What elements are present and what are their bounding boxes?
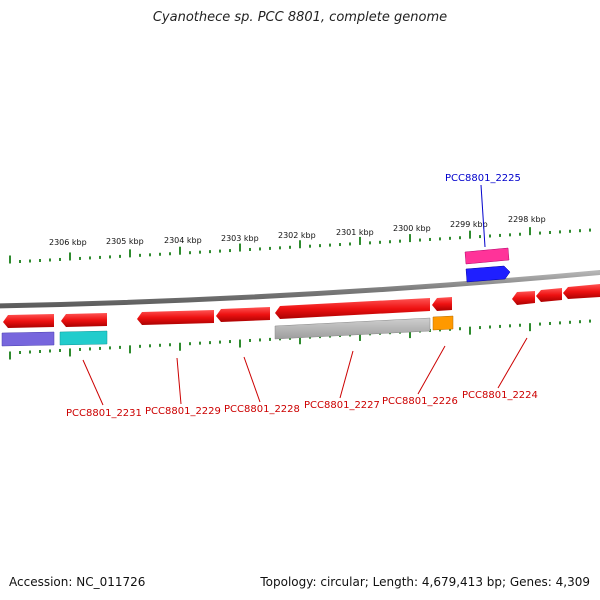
gene-arrow-2226[interactable] (432, 297, 452, 311)
leader-2231 (82, 359, 104, 406)
lower-genes (1, 315, 454, 347)
genome-backbone (0, 269, 600, 309)
upper-scale-ruler (9, 227, 591, 264)
leader-2226 (417, 345, 446, 395)
leader-lines (82, 184, 528, 406)
upper-genes (464, 247, 511, 283)
gene-label-2226[interactable]: PCC8801_2226 (382, 396, 458, 407)
scale-label: 2299 kbp (450, 220, 488, 229)
gene-labels: PCC8801_2231 PCC8801_2229 PCC8801_2228 P… (66, 173, 538, 419)
leader-2227 (339, 350, 354, 399)
map-title: Cyanothece sp. PCC 8801, complete genome (152, 10, 448, 25)
gene-arrow-blue[interactable] (465, 265, 511, 283)
gene-feature-orange[interactable] (432, 315, 454, 331)
gene-feature-cyan[interactable] (59, 330, 108, 346)
gene-feature-gray[interactable] (274, 317, 431, 340)
gene-arrow-2224b[interactable] (536, 288, 562, 302)
scale-label: 2301 kbp (336, 228, 374, 237)
scale-label: 2302 kbp (278, 231, 316, 240)
leader-2228 (243, 356, 261, 403)
gene-label-2229[interactable]: PCC8801_2229 (145, 406, 221, 417)
gene-arrow-2227[interactable] (275, 298, 430, 319)
gene-feature-purple[interactable] (1, 331, 55, 347)
scale-label: 2303 kbp (221, 234, 259, 243)
scale-label: 2305 kbp (106, 237, 144, 246)
gene-label-2228[interactable]: PCC8801_2228 (224, 404, 300, 415)
gene-arrow-2228[interactable] (216, 307, 270, 322)
gene-label-2224[interactable]: PCC8801_2224 (462, 390, 538, 401)
gene-label-2227[interactable]: PCC8801_2227 (304, 400, 380, 411)
gene-arrow-2224a[interactable] (512, 291, 535, 305)
gene-arrow-2230[interactable] (61, 313, 107, 327)
leader-2224 (497, 337, 528, 389)
leader-2225 (480, 184, 486, 248)
scale-labels: 2306 kbp 2305 kbp 2304 kbp 2303 kbp 2302 kbp… (49, 215, 546, 247)
backbone-genes (3, 284, 600, 328)
scale-label: 2300 kbp (393, 224, 431, 233)
leader-2229 (176, 357, 182, 405)
gene-arrow-2231[interactable] (3, 314, 54, 328)
scale-label: 2304 kbp (164, 236, 202, 245)
gene-arrow-2229[interactable] (137, 310, 214, 325)
gene-label-2225[interactable]: PCC8801_2225 (445, 173, 521, 184)
scale-label: 2306 kbp (49, 238, 87, 247)
gene-arrow-2224c[interactable] (563, 284, 600, 299)
topology-text: Topology: circular; Length: 4,679,413 bp… (260, 575, 590, 589)
gene-feature-2225-pink[interactable] (464, 247, 510, 265)
scale-label: 2298 kbp (508, 215, 546, 224)
accession-text: Accession: NC_011726 (9, 575, 146, 589)
gene-label-2231[interactable]: PCC8801_2231 (66, 408, 142, 419)
